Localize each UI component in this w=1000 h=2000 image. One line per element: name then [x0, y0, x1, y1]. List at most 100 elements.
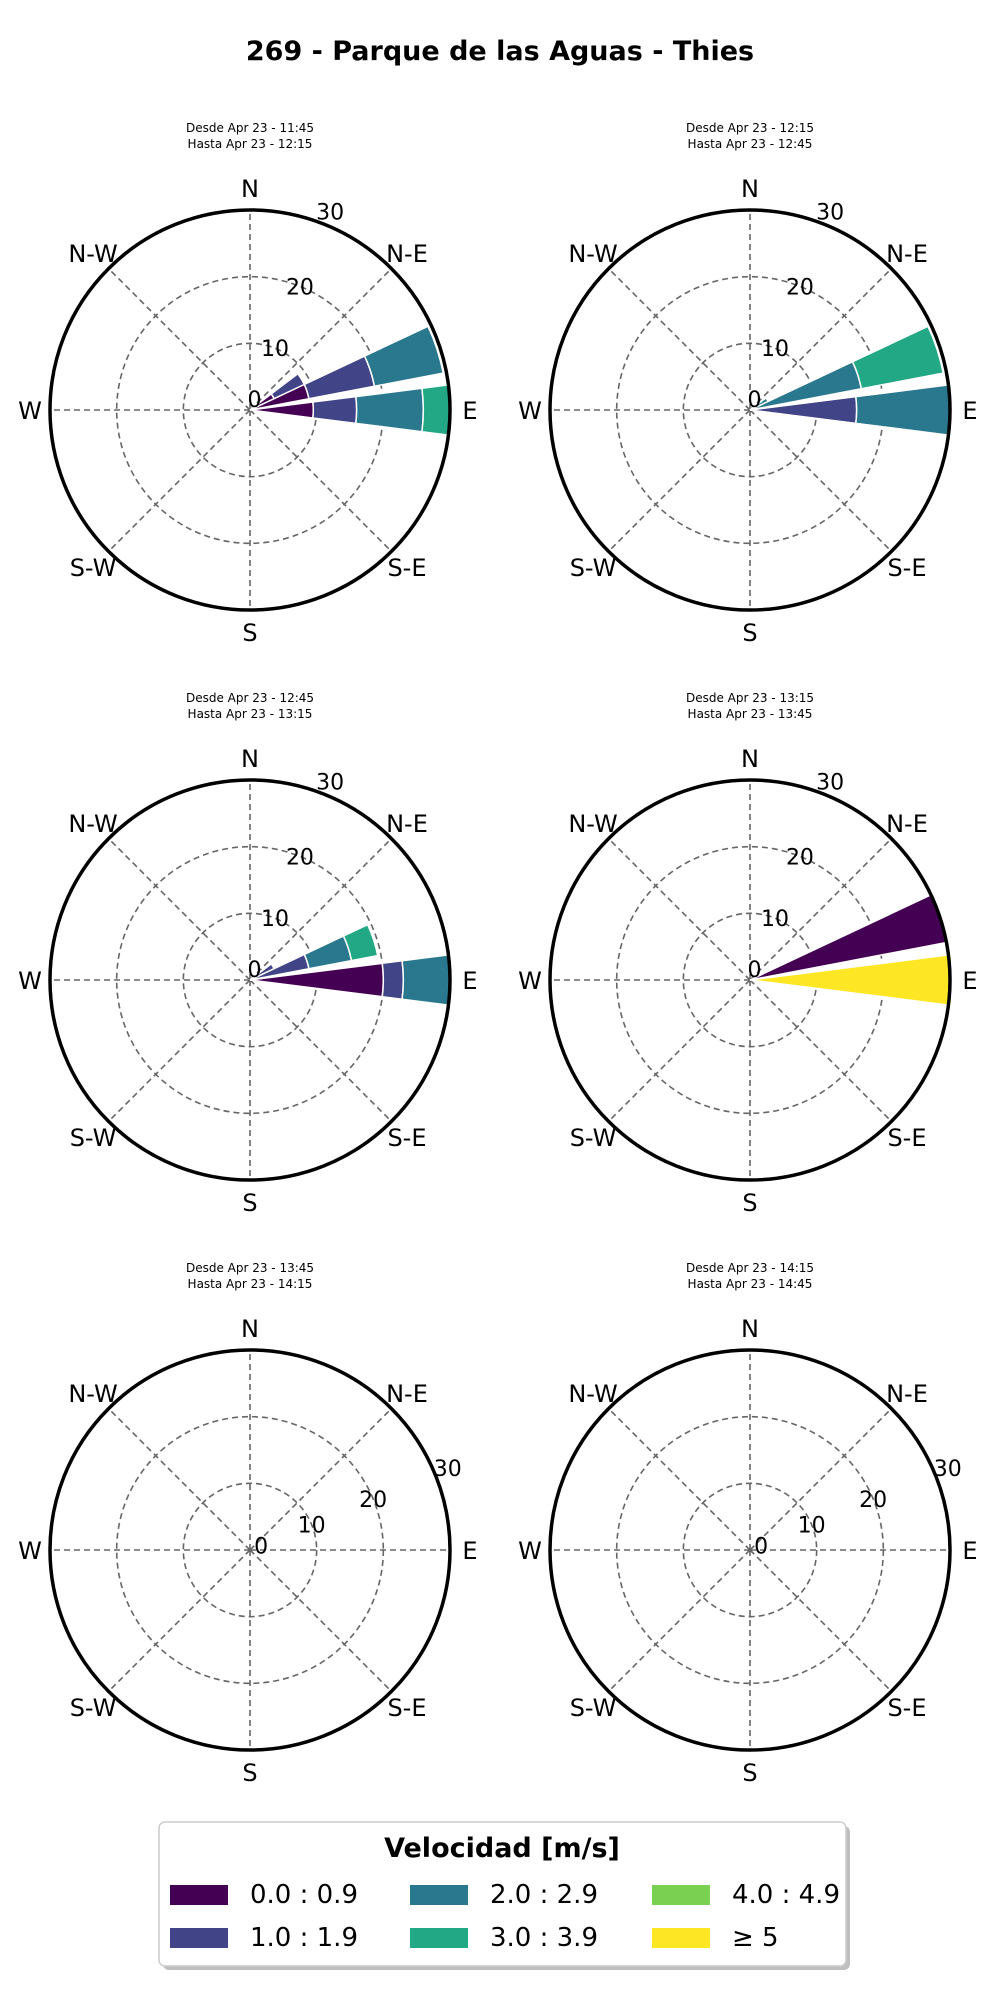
direction-gridline [108, 979, 251, 1122]
direction-gridline [108, 409, 251, 552]
direction-label: S-W [70, 1124, 117, 1152]
radial-tick-label: 20 [286, 845, 314, 870]
radial-tick-label: 0 [247, 388, 261, 413]
legend-label: 2.0 : 2.9 [490, 1880, 598, 1910]
windrose-bar [311, 395, 358, 425]
radial-tick-label: 20 [286, 275, 314, 300]
panel-time-from: Desde Apr 23 - 13:15 [686, 691, 814, 705]
direction-label: N-W [68, 240, 117, 268]
direction-gridline [608, 268, 751, 411]
windrose-bar [851, 325, 945, 390]
windrose-bar [303, 355, 376, 400]
radial-gridline [115, 1415, 385, 1685]
direction-label: W [518, 1537, 542, 1565]
direction-gridline [749, 1549, 892, 1692]
direction-label: N [741, 1315, 759, 1343]
direction-label: N-E [886, 810, 928, 838]
direction-label: S [242, 619, 257, 647]
direction-gridline [608, 838, 751, 981]
direction-label: S-W [570, 554, 617, 582]
direction-label: E [462, 967, 477, 995]
direction-gridline [749, 268, 892, 411]
direction-label: N [741, 745, 759, 773]
radial-tick-label: 30 [316, 771, 344, 796]
polar-frame [48, 778, 452, 1182]
direction-label: N [241, 175, 259, 203]
panel-time-to: Hasta Apr 23 - 14:45 [688, 1277, 813, 1291]
windrose-panel: Desde Apr 23 - 12:15 Hasta Apr 23 - 12:45… [518, 121, 977, 647]
windrose-bar [381, 959, 405, 1001]
direction-label: N-E [386, 240, 428, 268]
direction-label: N-W [568, 240, 617, 268]
direction-label: N-W [68, 810, 117, 838]
windrose-bar [749, 954, 951, 1006]
direction-label: W [518, 397, 542, 425]
direction-gridline [749, 1408, 892, 1551]
direction-gridline [608, 1549, 751, 1692]
polar-frame [548, 1348, 952, 1752]
radial-tick-label: 20 [859, 1488, 887, 1513]
radial-tick-label: 30 [434, 1457, 462, 1482]
direction-label: N [241, 1315, 259, 1343]
panel-time-from: Desde Apr 23 - 12:15 [686, 121, 814, 135]
panel-time-to: Hasta Apr 23 - 12:15 [188, 137, 313, 151]
radial-tick-label: 0 [754, 1534, 768, 1559]
direction-label: S-W [570, 1124, 617, 1152]
direction-label: N-W [568, 1380, 617, 1408]
legend: Velocidad [m/s] 0.0 : 0.9 1.0 : 1.9 2.0 : 2… [158, 1821, 850, 1970]
direction-label: S-E [387, 554, 426, 582]
panel-time-to: Hasta Apr 23 - 13:45 [688, 707, 813, 721]
direction-label: S-W [570, 1694, 617, 1722]
direction-label: S [742, 1189, 757, 1217]
direction-gridline [108, 1408, 251, 1551]
windrose-panel: Desde Apr 23 - 12:45 Hasta Apr 23 - 13:15… [18, 691, 477, 1217]
radial-tick-label: 0 [247, 958, 261, 983]
windrose-panel: Desde Apr 23 - 11:45 Hasta Apr 23 - 12:15… [18, 121, 477, 647]
legend-label: 1.0 : 1.9 [250, 1923, 358, 1953]
panel-time-from: Desde Apr 23 - 14:15 [686, 1261, 814, 1275]
radial-tick-label: 10 [761, 337, 789, 362]
figure-title: 269 - Parque de las Aguas - Thies [246, 36, 754, 67]
direction-gridline [249, 838, 392, 981]
windrose-panel: Desde Apr 23 - 14:15 Hasta Apr 23 - 14:45… [518, 1261, 977, 1787]
radial-tick-label: 20 [786, 845, 814, 870]
direction-label: E [962, 967, 977, 995]
radial-gridline [615, 1415, 885, 1685]
direction-label: S-E [887, 1694, 926, 1722]
legend-swatch [170, 1885, 228, 1905]
direction-gridline [608, 1408, 751, 1551]
polar-frame [48, 1348, 452, 1752]
radial-tick-label: 30 [816, 201, 844, 226]
direction-gridline [108, 838, 251, 981]
direction-label: W [18, 1537, 42, 1565]
panel-time-from: Desde Apr 23 - 13:45 [186, 1261, 314, 1275]
direction-gridline [249, 409, 392, 552]
windrose-bar [303, 935, 353, 970]
radial-gridline [182, 1482, 318, 1618]
direction-label: N-E [886, 1380, 928, 1408]
direction-gridline [749, 979, 892, 1122]
polar-frame [548, 208, 952, 612]
direction-label: W [18, 397, 42, 425]
radial-tick-label: 20 [359, 1488, 387, 1513]
direction-label: S-W [70, 554, 117, 582]
radial-tick-label: 0 [747, 388, 761, 413]
radial-tick-label: 30 [816, 771, 844, 796]
panel-time-to: Hasta Apr 23 - 12:45 [688, 137, 813, 151]
legend-label: 4.0 : 4.9 [732, 1880, 840, 1910]
windrose-panels: Desde Apr 23 - 11:45 Hasta Apr 23 - 12:15… [18, 121, 977, 1787]
legend-title: Velocidad [m/s] [384, 1833, 620, 1864]
direction-label: N-W [568, 810, 617, 838]
windrose-panel: Desde Apr 23 - 13:45 Hasta Apr 23 - 14:15… [18, 1261, 477, 1787]
panel-time-from: Desde Apr 23 - 12:45 [186, 691, 314, 705]
windrose-bar [354, 387, 425, 433]
windrose-bar [363, 325, 445, 388]
radial-tick-label: 10 [298, 1513, 326, 1538]
radial-tick-label: 10 [798, 1513, 826, 1538]
direction-label: N [741, 175, 759, 203]
direction-label: S [742, 1759, 757, 1787]
radial-tick-label: 0 [747, 958, 761, 983]
panel-time-to: Hasta Apr 23 - 13:15 [188, 707, 313, 721]
direction-label: S-E [387, 1124, 426, 1152]
